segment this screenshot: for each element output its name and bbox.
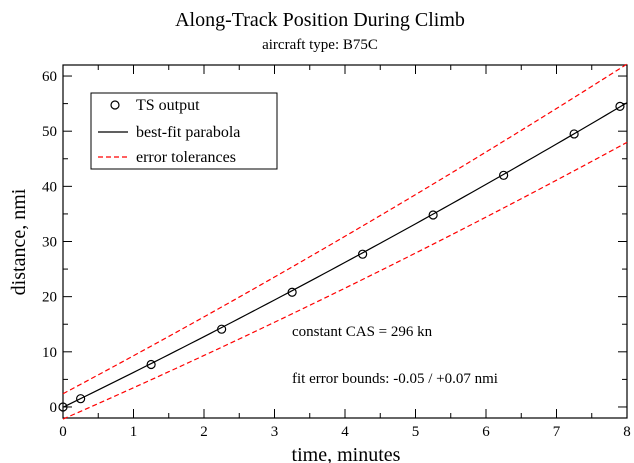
x-tick-label: 3	[271, 424, 279, 440]
x-tick-label: 2	[200, 424, 208, 440]
lower-error-tolerance-line	[62, 141, 628, 420]
ts-output-point	[499, 170, 509, 180]
y-tick-label: 40	[42, 179, 57, 195]
y-tick-label: 60	[42, 69, 57, 85]
axis-ticks: 0 1 2 3 4 5 6 7 8 0 10 20 30 40 50 60	[42, 65, 631, 440]
x-tick-label: 8	[623, 424, 631, 440]
series-lines	[62, 63, 628, 420]
upper-error-tolerance-line	[62, 63, 628, 395]
y-tick-label: 10	[42, 345, 57, 361]
x-axis-label: time, minutes	[292, 444, 401, 463]
chart-subtitle: aircraft type: B75C	[262, 37, 378, 53]
x-tick-label: 6	[482, 424, 490, 440]
y-tick-label: 0	[50, 400, 58, 416]
y-tick-label: 30	[42, 235, 57, 251]
x-tick-label: 7	[553, 424, 561, 440]
ts-output-point	[58, 402, 68, 412]
annotation-fit-error-bounds: fit error bounds: -0.05 / +0.07 nmi	[292, 371, 498, 387]
y-tick-label: 20	[42, 290, 57, 306]
ts-output-point	[76, 394, 86, 404]
annotation-constant-cas: constant CAS = 296 kn	[292, 324, 433, 340]
best-fit-parabola-line	[62, 102, 628, 408]
ts-output-point	[287, 287, 297, 297]
x-tick-label: 0	[59, 424, 67, 440]
chart-title: Along-Track Position During Climb	[175, 9, 465, 31]
legend-label-best-fit: best-fit parabola	[136, 124, 240, 141]
legend-marker-ts-output	[110, 100, 120, 110]
ts-output-point	[146, 359, 156, 370]
legend-label-ts-output: TS output	[136, 97, 200, 114]
legend: TS output best-fit parabola error tolera…	[90, 92, 278, 170]
ts-output-point	[428, 210, 438, 220]
series-markers	[58, 101, 625, 412]
ts-output-point	[569, 129, 579, 139]
legend-label-error-tolerances: error tolerances	[136, 149, 236, 166]
y-tick-label: 50	[42, 124, 57, 140]
ts-output-point	[217, 324, 227, 334]
legend-box	[90, 92, 278, 170]
y-axis-label: distance, nmi	[8, 188, 30, 295]
x-tick-label: 4	[341, 424, 349, 440]
x-tick-label: 1	[130, 424, 138, 440]
ts-output-point	[358, 249, 368, 259]
ts-output-point	[615, 101, 625, 111]
x-tick-label: 5	[412, 424, 420, 440]
